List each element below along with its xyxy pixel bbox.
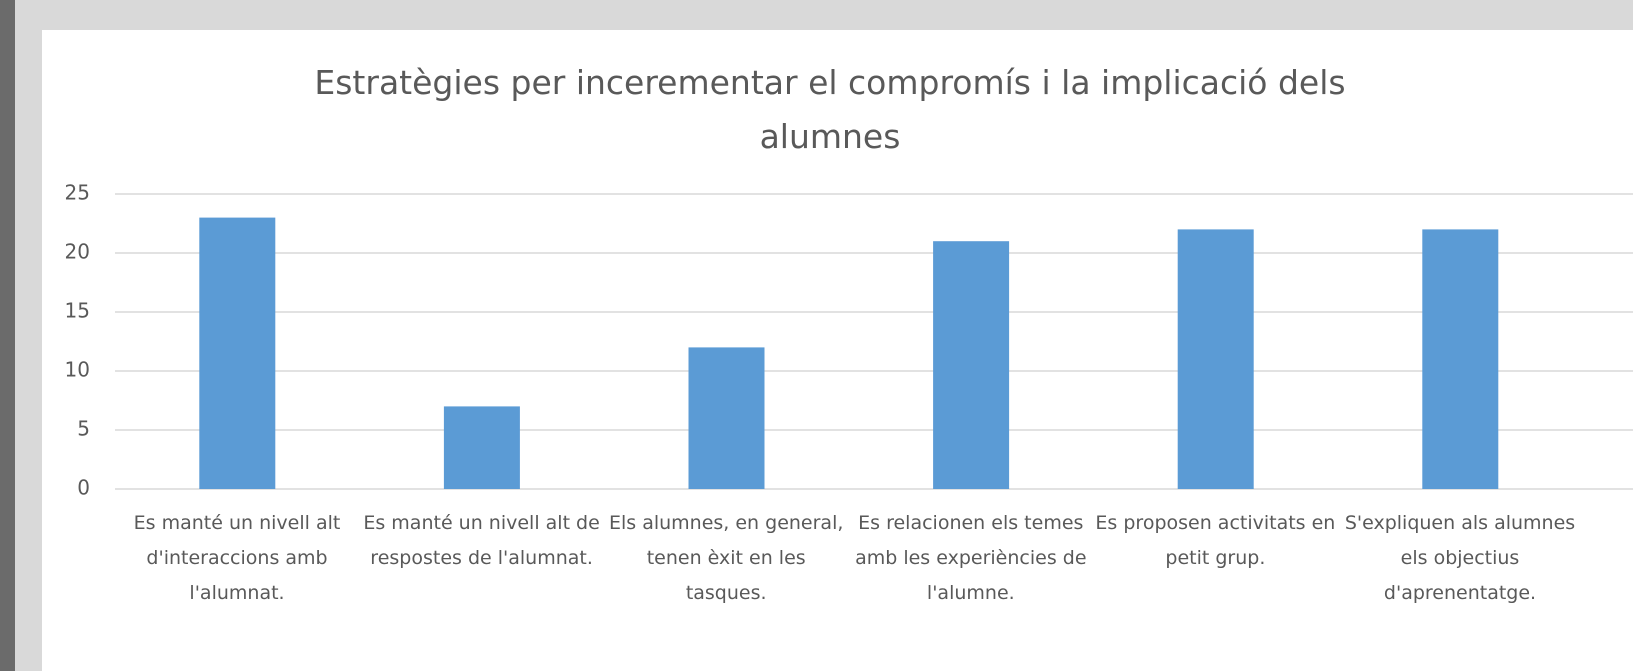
bar <box>199 217 276 489</box>
bar <box>1177 229 1254 489</box>
y-tick-label: 10 <box>65 358 90 382</box>
y-tick-label: 0 <box>77 476 90 500</box>
bar <box>933 241 1010 489</box>
x-tick-label: Es proposen activitats en petit grup. <box>1095 512 1336 569</box>
side-strip <box>0 0 15 671</box>
x-tick-label: Es manté un nivell alt d'interaccions am… <box>133 512 341 604</box>
bar <box>443 406 520 489</box>
x-tick-label: Es manté un nivell alt de respostes de l… <box>363 512 600 569</box>
y-tick-label: 15 <box>65 299 90 323</box>
bar <box>1422 229 1499 489</box>
chart-title: Estratègies per incerementar el compromí… <box>314 63 1346 156</box>
y-tick-label: 25 <box>65 181 90 205</box>
y-tick-label: 20 <box>65 240 90 264</box>
x-tick-label: Es relacionen els temes amb les experièn… <box>855 512 1087 604</box>
x-tick-label: Els alumnes, en general, tenen èxit en l… <box>608 512 844 604</box>
chart-panel <box>42 30 1633 671</box>
x-tick-label: S'expliquen als alumnes els objectius d'… <box>1344 512 1576 604</box>
y-tick-label: 5 <box>77 417 90 441</box>
bar <box>688 347 765 489</box>
